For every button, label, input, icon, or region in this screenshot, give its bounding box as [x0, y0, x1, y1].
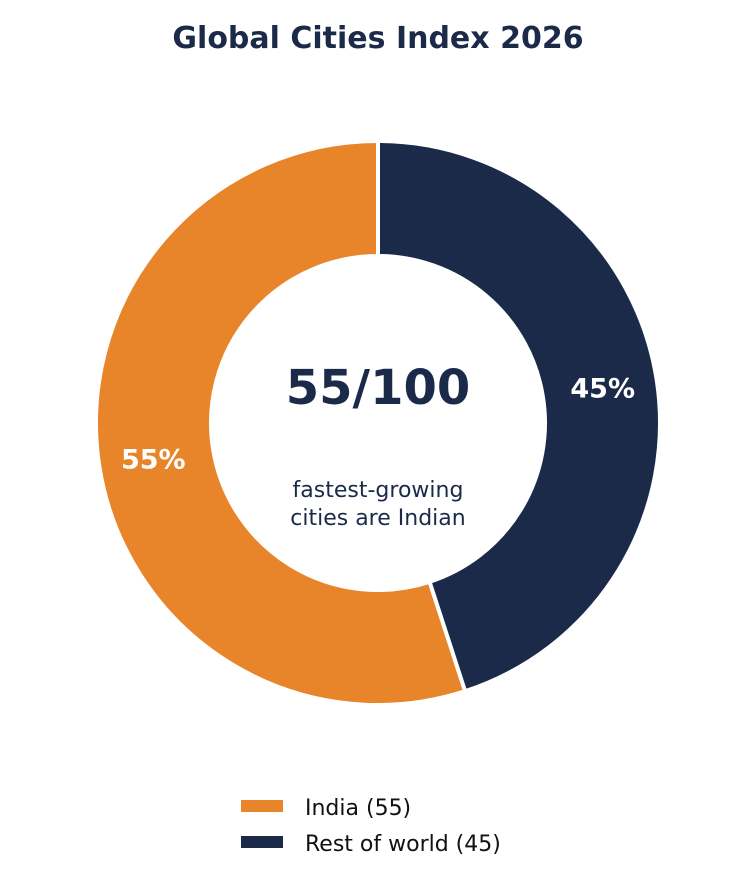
slice-percent-label: 55% [121, 445, 186, 476]
slices-group [94, 138, 662, 707]
slice-labels-group: 55% 45% [121, 373, 635, 475]
chart-title: Global Cities Index 2026 [172, 21, 583, 56]
legend-swatch [241, 836, 283, 848]
center-caption-line-2: cities are Indian [290, 506, 465, 531]
donut-slice-rest-of-world [376, 138, 662, 694]
legend: India (55) Rest of world (45) [241, 796, 501, 857]
center-value: 55/100 [286, 360, 471, 416]
legend-label: India (55) [305, 796, 411, 821]
legend-label: Rest of world (45) [305, 832, 501, 857]
center-caption-line-1: fastest-growing [293, 478, 464, 503]
donut-slice-india [94, 138, 468, 707]
legend-swatch [241, 800, 283, 812]
slice-percent-label: 45% [570, 373, 635, 404]
